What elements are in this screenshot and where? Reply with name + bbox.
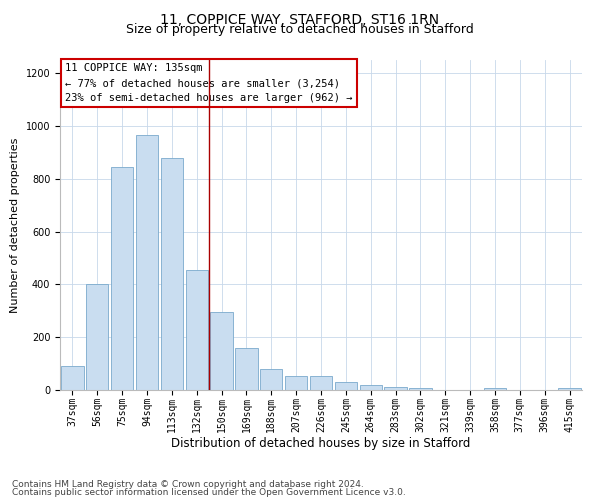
Bar <box>111 167 133 390</box>
Bar <box>211 312 233 390</box>
Bar <box>61 366 83 390</box>
Bar <box>285 376 307 390</box>
Text: Contains HM Land Registry data © Crown copyright and database right 2024.: Contains HM Land Registry data © Crown c… <box>12 480 364 489</box>
Bar <box>484 388 506 390</box>
Text: Contains public sector information licensed under the Open Government Licence v3: Contains public sector information licen… <box>12 488 406 497</box>
Bar <box>235 348 257 390</box>
Bar <box>310 376 332 390</box>
Bar <box>136 135 158 390</box>
Bar <box>260 369 283 390</box>
X-axis label: Distribution of detached houses by size in Stafford: Distribution of detached houses by size … <box>172 437 470 450</box>
Y-axis label: Number of detached properties: Number of detached properties <box>10 138 20 312</box>
Bar <box>559 388 581 390</box>
Bar <box>86 284 109 390</box>
Bar <box>335 382 357 390</box>
Bar <box>161 158 183 390</box>
Bar <box>359 385 382 390</box>
Text: Size of property relative to detached houses in Stafford: Size of property relative to detached ho… <box>126 22 474 36</box>
Bar <box>385 387 407 390</box>
Text: 11 COPPICE WAY: 135sqm
← 77% of detached houses are smaller (3,254)
23% of semi-: 11 COPPICE WAY: 135sqm ← 77% of detached… <box>65 64 353 103</box>
Text: 11, COPPICE WAY, STAFFORD, ST16 1RN: 11, COPPICE WAY, STAFFORD, ST16 1RN <box>160 12 440 26</box>
Bar <box>409 388 431 390</box>
Bar <box>185 270 208 390</box>
